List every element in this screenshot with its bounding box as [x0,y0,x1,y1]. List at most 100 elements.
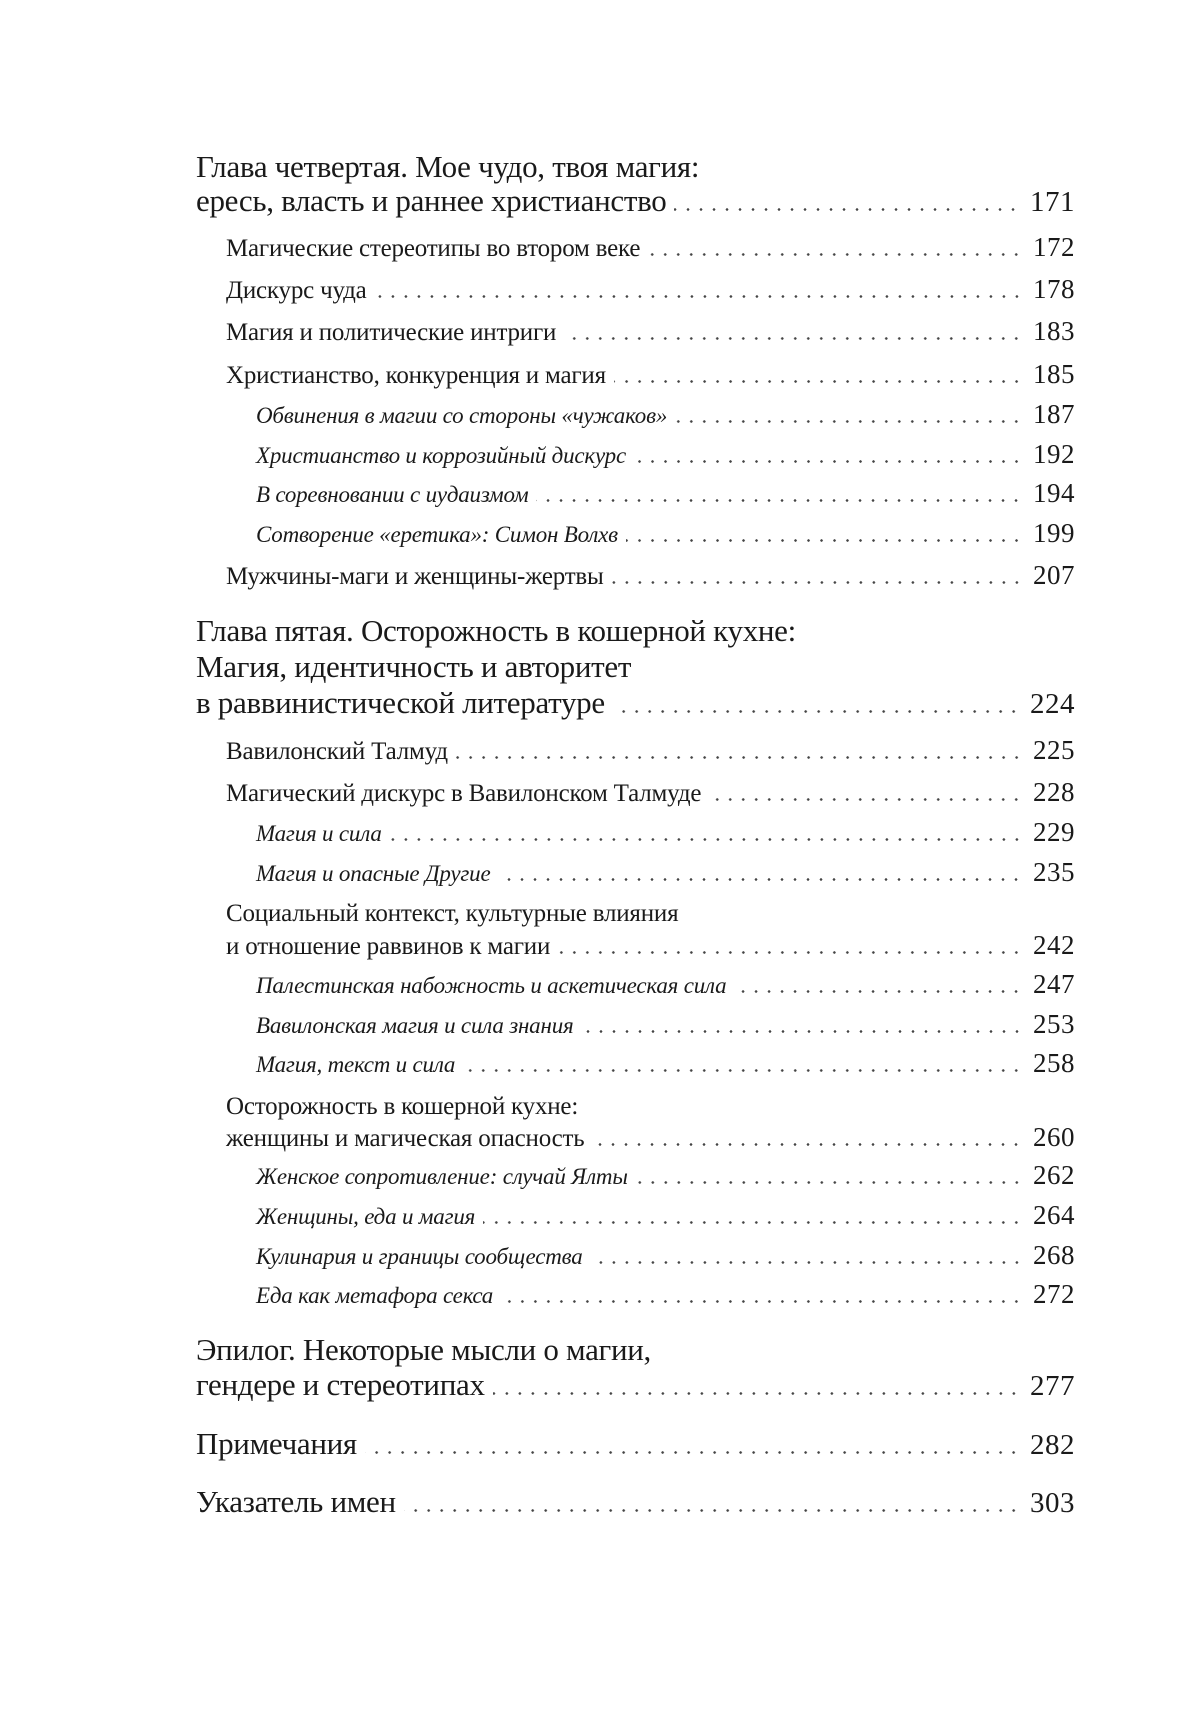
entry-title: Магия и сила [256,821,382,846]
toc-entry[interactable]: женщины и магическая опасность 260 [226,1117,1075,1157]
page-number: 194 [1033,478,1075,508]
toc-entry-chapter-5[interactable]: в раввинистической литературе 224 [196,683,1075,723]
leader-dots [389,838,1023,841]
entry-title: Социальный контекст, культурные влияния [226,900,679,927]
toc-entry[interactable]: Христианство, конкуренция и магия 185 [226,354,1075,394]
entry-title: Дискурс чуда [226,277,367,304]
page-number: 303 [1030,1487,1075,1519]
page-number: 224 [1030,688,1075,720]
page-number: 253 [1033,1009,1075,1039]
entry-title: Глава четвертая. Мое чудо, твоя магия: [196,149,700,184]
chapter-5-title-line2: Магия, идентичность и авторитет [196,647,1075,687]
entry-title: Осторожность в кошерной кухне: [226,1093,579,1120]
toc-entry[interactable]: и отношение раввинов к магии 242 [226,925,1075,965]
toc-entry[interactable]: Кулинария и границы сообщества 268 [256,1235,1075,1275]
entry-title: Кулинария и границы сообщества [256,1244,583,1269]
toc-entry-line1: Осторожность в кошерной кухне: [226,1087,1075,1127]
toc-entry-notes[interactable]: Примечания 282 [196,1424,1075,1464]
leader-dots [483,1221,1023,1224]
toc-entry[interactable]: Сотворение «еретика»: Симон Волхв 199 [256,513,1075,553]
entry-title: Христианство, конкуренция и магия [226,362,606,389]
entry-title: Женское сопротивление: случай Ялты [256,1164,628,1189]
entry-title: ересь, власть и раннее христианство [196,183,667,218]
page-number: 229 [1033,817,1075,847]
page-number: 178 [1033,274,1075,304]
entry-title: женщины и магическая опасность [226,1125,585,1152]
leader-dots [536,499,1023,502]
entry-title: Магия и политические интриги [226,319,557,346]
leader-dots [364,1451,1020,1454]
entry-title: Магические стереотипы во втором веке [226,235,641,262]
epilogue-title-line1: Эпилог. Некоторые мысли о магии, [196,1330,1075,1370]
toc-entry[interactable]: Дискурс чуда 178 [226,269,1075,309]
page-number: 277 [1030,1370,1075,1402]
page-number: 272 [1033,1279,1075,1309]
leader-dots [633,460,1023,463]
toc-entry[interactable]: Обвинения в магии со стороны «чужаков» 18… [256,394,1075,434]
leader-dots [611,581,1023,584]
page-number: 183 [1033,316,1075,346]
page-number: 225 [1033,735,1075,765]
leader-dots [674,208,1020,211]
leader-dots [592,1143,1023,1146]
toc-entry[interactable]: Магические стереотипы во втором веке 172 [226,227,1075,267]
toc-entry[interactable]: Вавилонский Талмуд 225 [226,730,1075,770]
leader-dots [558,951,1023,954]
entry-title: Палестинская набожность и аскетическая с… [256,973,727,998]
toc-entry[interactable]: Магия и сила 229 [256,812,1075,852]
leader-dots [403,1509,1020,1512]
entry-title: Магический дискурс в Вавилонском Талмуде [226,780,702,807]
toc-entry[interactable]: Женщины, еда и магия 264 [256,1195,1075,1235]
leader-dots [709,798,1023,801]
leader-dots [498,878,1023,881]
chapter-4-title-line1: Глава четвертая. Мое чудо, твоя магия: [196,147,1075,187]
leader-dots [734,990,1023,993]
entry-title: Примечания [196,1426,357,1461]
leader-dots [501,1300,1023,1303]
entry-title: Магия и опасные Другие [256,861,491,886]
toc-entry[interactable]: Магия и политические интриги 183 [226,311,1075,351]
toc-entry[interactable]: Магический дискурс в Вавилонском Талмуде… [226,772,1075,812]
entry-title: Магия, текст и сила [256,1052,456,1077]
toc-entry[interactable]: Магия и опасные Другие 235 [256,852,1075,892]
page-number: 235 [1033,857,1075,887]
toc-entry[interactable]: Еда как метафора секса 272 [256,1274,1075,1314]
page-number: 268 [1033,1240,1075,1270]
entry-title: Еда как метафора секса [256,1283,494,1308]
entry-title: Христианство и коррозийный дискурс [256,443,626,468]
toc-entry-index[interactable]: Указатель имен 303 [196,1482,1075,1522]
leader-dots [648,253,1023,256]
leader-dots [455,756,1023,759]
leader-dots [590,1261,1023,1264]
entry-title: Эпилог. Некоторые мысли о магии, [196,1332,652,1367]
leader-dots [581,1030,1023,1033]
entry-title: Магия, идентичность и авторитет [196,649,632,684]
page-number: 242 [1033,930,1075,960]
chapter-5-title-line1: Глава пятая. Осторожность в кошерной кух… [196,611,1075,651]
page-number: 247 [1033,969,1075,999]
page-number: 172 [1033,232,1075,262]
toc-entry[interactable]: Вавилонская магия и сила знания 253 [256,1004,1075,1044]
toc-entry-chapter-4[interactable]: ересь, власть и раннее христианство 171 [196,181,1075,221]
page-number: 185 [1033,359,1075,389]
leader-dots [564,337,1023,340]
toc-entry[interactable]: Мужчины-маги и женщины-жертвы 207 [226,555,1075,595]
entry-title: В соревновании с иудаизмом [256,482,529,507]
leader-dots [675,420,1023,423]
leader-dots [635,1181,1023,1184]
toc-entry[interactable]: Палестинская набожность и аскетическая с… [256,964,1075,1004]
toc-entry[interactable]: Женское сопротивление: случай Ялты 262 [256,1155,1075,1195]
entry-title: Мужчины-маги и женщины-жертвы [226,563,604,590]
toc-entry[interactable]: В соревновании с иудаизмом 194 [256,473,1075,513]
toc-entry[interactable]: Христианство и коррозийный дискурс 192 [256,434,1075,474]
page-number: 258 [1033,1048,1075,1078]
page-number: 199 [1033,518,1075,548]
leader-dots [612,710,1020,713]
toc-entry[interactable]: Магия, текст и сила 258 [256,1043,1075,1083]
entry-title: Вавилонская магия и сила знания [256,1013,574,1038]
entry-title: Женщины, еда и магия [256,1204,476,1229]
page-number: 262 [1033,1160,1075,1190]
leader-dots [463,1069,1023,1072]
toc-entry-epilogue[interactable]: гендере и стереотипах 277 [196,1365,1075,1405]
leader-dots [625,539,1023,542]
